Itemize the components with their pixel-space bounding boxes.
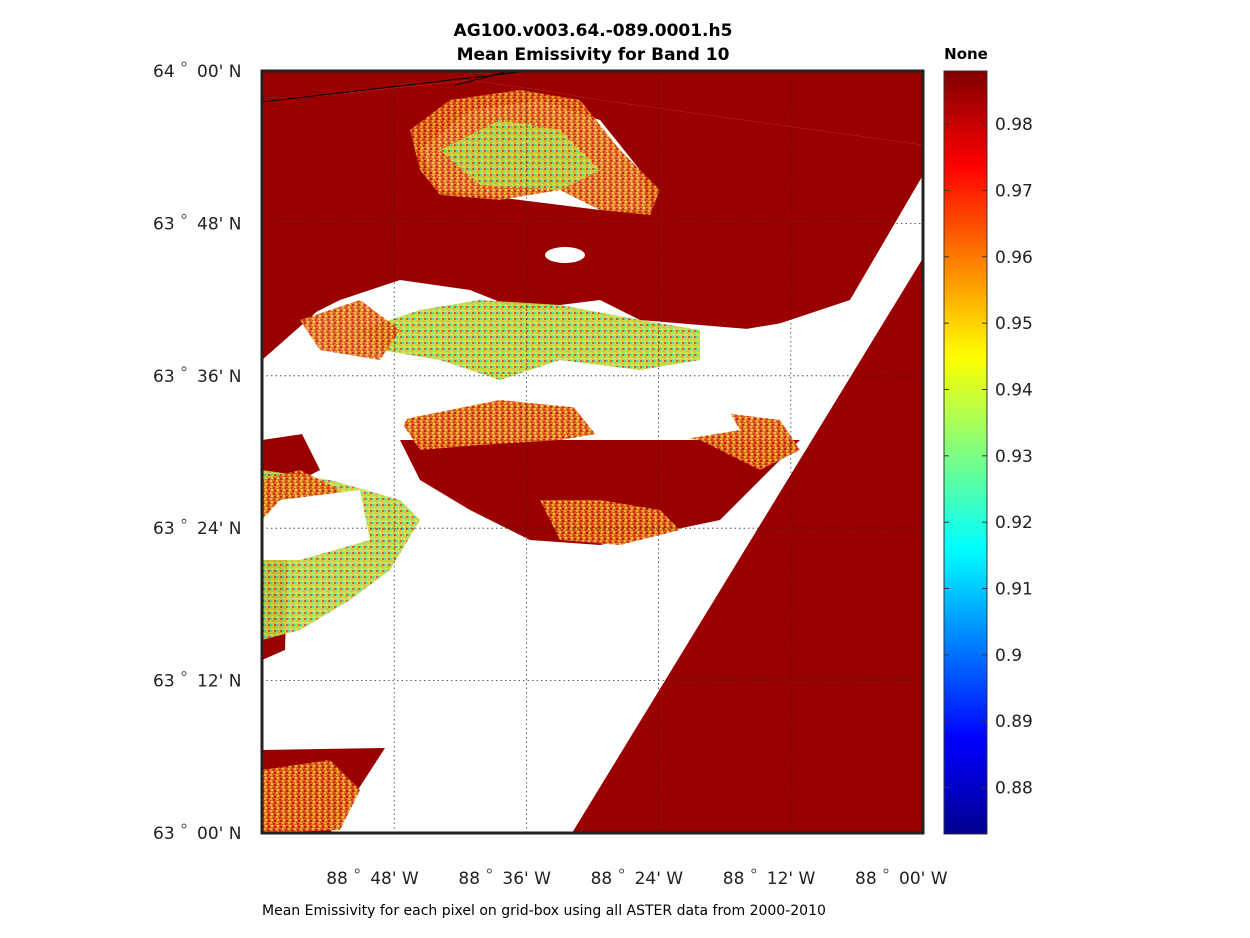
lat-label-min: 48' N (197, 214, 241, 234)
colorbar-tick-label-8: 0.9 (995, 646, 1022, 666)
emissivity-map (262, 71, 923, 833)
lat-label-deg: 63 (153, 367, 175, 387)
lon-label-min: 24' W (635, 869, 684, 889)
map-frame (260, 69, 925, 835)
orbit-line (262, 71, 521, 103)
colorbar-tick-label-2: 0.96 (995, 248, 1033, 268)
colorbar-label: None (944, 45, 988, 63)
mixed-bottom-center (540, 500, 680, 545)
footer-caption: Mean Emissivity for each pixel on grid-b… (262, 903, 826, 919)
lat-label-0: 64 00' N (153, 61, 241, 82)
lat-label-3: 63 24' N (153, 518, 241, 539)
lat-label-2: 63 36' N (153, 366, 241, 387)
lon-label-3: 88 12' W (723, 868, 816, 889)
colorbar-tick-label-10: 0.88 (995, 779, 1033, 799)
swath-center-block (400, 440, 800, 545)
lat-label-deg: 63 (153, 519, 175, 539)
colorbar-tick-label-5: 0.93 (995, 447, 1033, 467)
nodata-center-cloud (560, 390, 740, 440)
nodata-left-patch (262, 390, 420, 440)
degree-symbol (354, 868, 360, 874)
lat-label-min: 12' N (197, 672, 241, 692)
lat-label-4: 63 12' N (153, 671, 241, 692)
degree-symbol (486, 868, 492, 874)
colorbar-tick-label-4: 0.94 (995, 380, 1033, 400)
degree-symbol (181, 671, 187, 676)
lat-label-min: 00' N (197, 824, 241, 844)
mixed-center-band (360, 300, 700, 380)
lon-label-4: 88 00' W (855, 868, 948, 889)
colorbar-tick-label-0: 0.98 (995, 115, 1033, 135)
lon-label-min: 36' W (502, 869, 551, 889)
degree-symbol (181, 213, 187, 219)
orbit-line-2 (454, 71, 511, 86)
degree-symbol (883, 868, 889, 874)
lon-label-min: 00' W (899, 869, 948, 889)
lat-label-min: 36' N (197, 367, 241, 387)
lat-label-deg: 64 (153, 62, 175, 82)
lon-label-min: 12' W (767, 869, 816, 889)
lon-label-min: 48' W (370, 869, 419, 889)
swath-left-edge (262, 95, 330, 360)
lon-label-deg: 88 (591, 869, 613, 889)
lon-label-deg: 88 (723, 869, 745, 889)
nodata-small-patch (545, 247, 585, 263)
mixed-bottom-left (262, 760, 360, 833)
nodata-right-patch (740, 320, 850, 400)
colorbar: 0.98 0.97 0.96 0.95 0.94 0.93 0.92 0.91 0.9 0.89 0… (943, 70, 1033, 835)
degree-symbol (181, 518, 187, 524)
lon-label-deg: 88 (326, 869, 348, 889)
lat-label-min: 24' N (197, 519, 241, 539)
swath-right-diagonal (572, 258, 923, 833)
mixed-center-orange (300, 300, 400, 360)
lat-label-deg: 63 (153, 672, 175, 692)
degree-symbol (751, 868, 757, 874)
colorbar-tick-label-9: 0.89 (995, 712, 1033, 732)
map-title-filename: AG100.v003.64.-089.0001.h5 (453, 21, 733, 41)
lat-label-min: 00' N (197, 62, 241, 82)
lon-label-1: 88 36' W (458, 868, 551, 889)
lon-label-2: 88 24' W (591, 868, 684, 889)
map-title-band: Mean Emissivity for Band 10 (456, 45, 730, 65)
lat-label-1: 63 48' N (153, 213, 241, 234)
lon-label-0: 88 48' W (326, 868, 419, 889)
degree-symbol (619, 868, 624, 874)
lon-label-deg: 88 (855, 869, 877, 889)
latitude-labels: 64 00' N 63 48' N 63 36' N 63 24' N 63 12' N 63 00'… (153, 61, 241, 844)
graticule (262, 71, 923, 833)
lon-label-deg: 88 (458, 869, 480, 889)
colorbar-ticks: 0.98 0.97 0.96 0.95 0.94 0.93 0.92 0.91 0.9 0.89 0… (944, 115, 1033, 799)
mixed-upper-green (440, 120, 600, 190)
degree-symbol (181, 366, 187, 372)
colorbar-tick-label-3: 0.95 (995, 314, 1033, 334)
colorbar-tick-label-1: 0.97 (995, 181, 1033, 201)
nodata-left-lower (262, 490, 370, 560)
lat-label-deg: 63 (153, 214, 175, 234)
colorbar-gradient (944, 71, 987, 834)
swath-top-left (262, 71, 923, 145)
longitude-labels: 88 48' W 88 36' W 88 24' W 88 12' W 88 00' W (326, 868, 948, 889)
colorbar-frame (943, 70, 988, 835)
degree-symbol (181, 823, 187, 829)
lat-label-5: 63 00' N (153, 823, 241, 844)
colorbar-tick-label-7: 0.91 (995, 580, 1033, 600)
degree-symbol (181, 61, 187, 67)
lat-label-deg: 63 (153, 824, 175, 844)
colorbar-tick-label-6: 0.92 (995, 513, 1033, 533)
